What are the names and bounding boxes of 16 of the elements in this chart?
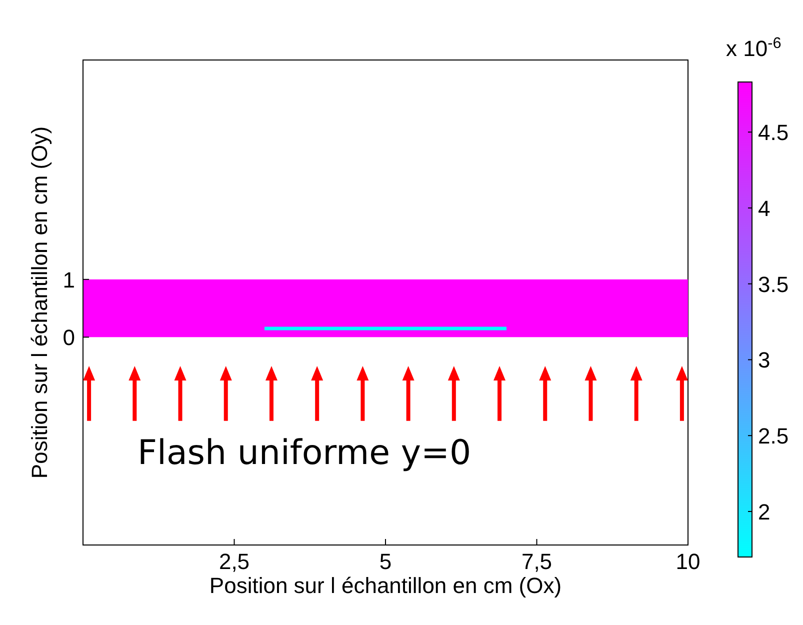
x-tick-label: 2,5 <box>218 549 250 574</box>
x-axis-title: Position sur l échantillon en cm (Ox) <box>209 573 562 598</box>
color-bar-label: 3.5 <box>758 272 789 297</box>
color-bar-label: 4 <box>758 196 770 221</box>
color-bar-label: 2 <box>758 499 770 524</box>
y-axis-title: Position sur l échantillon en cm (Oy) <box>27 126 52 479</box>
color-bar-label: 3 <box>758 348 770 373</box>
color-bar-title: x 10$^{-6}$ <box>726 34 782 61</box>
x-tick-label: 7,5 <box>521 549 552 574</box>
color-bar-label: 4.5 <box>758 120 789 146</box>
y-tick-label: 1 <box>62 267 75 292</box>
annotation: Flash uniforme y=0 <box>137 433 472 474</box>
color-bar-label: 2.5 <box>758 424 789 449</box>
y-tick-label: 0 <box>62 325 75 350</box>
x-tick-label: 10 <box>676 549 700 574</box>
x-tick-label: 5 <box>379 549 392 574</box>
